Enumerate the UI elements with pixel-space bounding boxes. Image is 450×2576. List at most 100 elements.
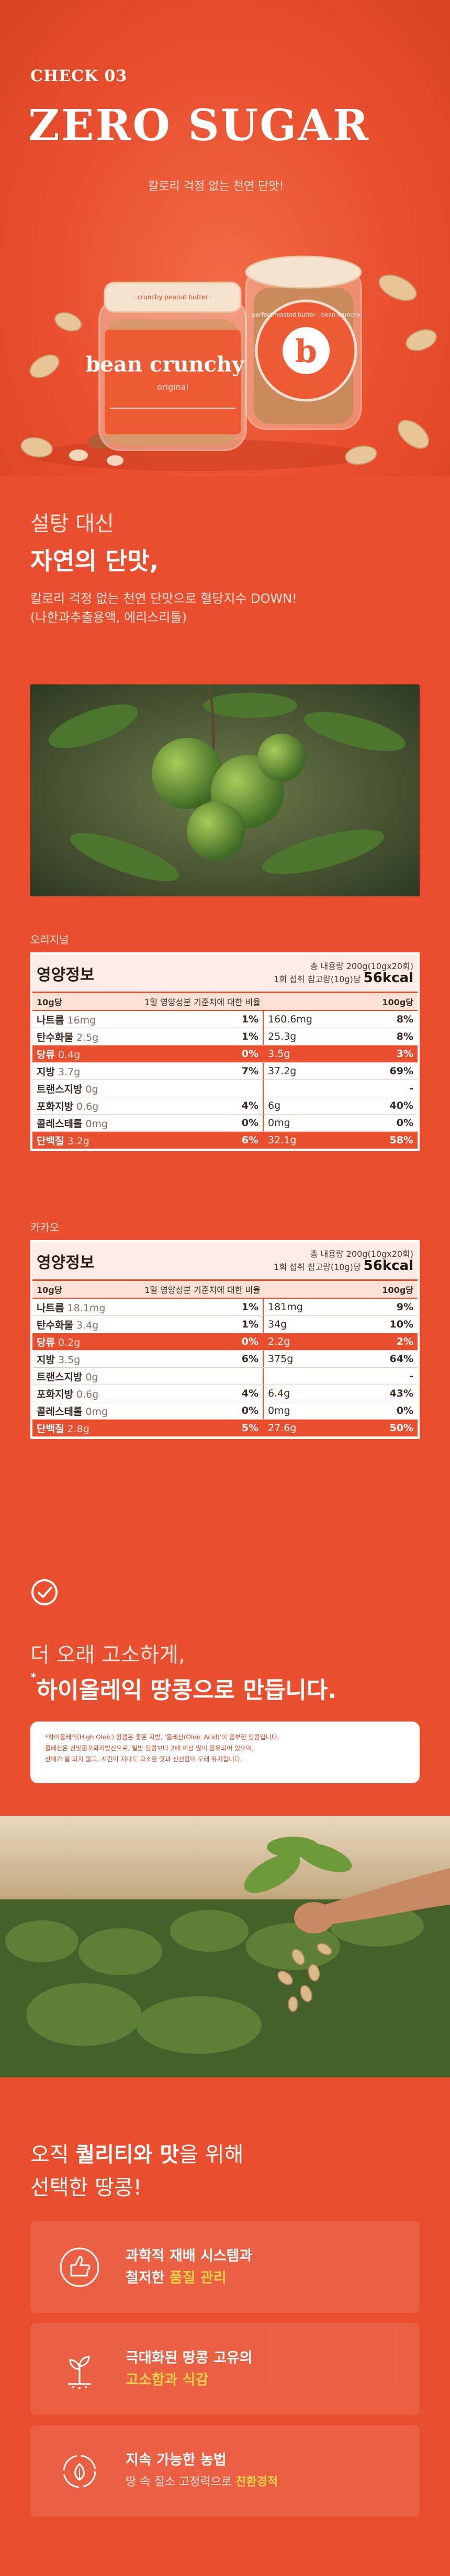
row-right: 2.2g 2% bbox=[264, 1333, 418, 1350]
nutrient-name: 지방 bbox=[37, 1354, 55, 1366]
nutrient-percent-100g: 10% bbox=[389, 1319, 413, 1330]
nutrient-percent: 6% bbox=[241, 1353, 258, 1365]
nutrient-amount-100g: 3.5g bbox=[268, 1048, 290, 1060]
nutrient-name: 당류 bbox=[37, 1049, 55, 1061]
nutrient-cell: 지방 3.5g bbox=[37, 1352, 80, 1366]
row-right: 32.1g 58% bbox=[264, 1132, 418, 1149]
nutrient-cell: 탄수화물 3.4g bbox=[37, 1318, 98, 1332]
nutrition-original-label: 오리지널 bbox=[30, 933, 69, 946]
nutrient-amount: 0.6g bbox=[76, 1100, 99, 1112]
nutrient-percent: 1% bbox=[241, 1014, 258, 1025]
nutrient-percent: 7% bbox=[241, 1065, 258, 1077]
row-left: 지방 3.5g 6% bbox=[32, 1351, 264, 1367]
nutrient-cell: 단백질 2.8g bbox=[37, 1421, 89, 1435]
peanut-harvest-photo bbox=[0, 1816, 450, 2077]
nutrient-name: 당류 bbox=[37, 1336, 55, 1348]
sprout-icon bbox=[68, 2355, 91, 2389]
feature-text-taste: 극대화된 땅콩 고유의 고소함과 식감 bbox=[126, 2347, 252, 2391]
nutrient-percent-100g: - bbox=[409, 1370, 413, 1382]
row-right: 27.6g 50% bbox=[264, 1420, 418, 1436]
nutrient-percent-100g: 43% bbox=[389, 1388, 413, 1399]
row-right: 6.4g 43% bbox=[264, 1385, 418, 1402]
nutrition-row: 트랜스지방 0g - bbox=[32, 1368, 418, 1385]
nutrient-name: 나트륨 bbox=[37, 1014, 64, 1026]
nutrient-amount: 0.6g bbox=[76, 1388, 99, 1400]
feature-card-quality: 과학적 재배 시스템과 철저한 품질 관리 bbox=[30, 2221, 420, 2313]
nutrient-percent-100g: 2% bbox=[396, 1336, 413, 1347]
svg-text:original: original bbox=[157, 382, 188, 392]
nutrition-row: 포화지방 0.6g 4% 6.4g 43% bbox=[32, 1385, 418, 1402]
nutrient-cell: 지방 3.7g bbox=[37, 1064, 80, 1078]
row-right: - bbox=[264, 1080, 418, 1097]
nutrient-percent: 0% bbox=[241, 1048, 258, 1060]
nutrient-amount-100g: 160.6mg bbox=[268, 1014, 312, 1025]
sub-col-10g: 10g당 bbox=[37, 1285, 62, 1295]
nutrient-percent-100g: 58% bbox=[389, 1134, 413, 1146]
check-kicker: CHECK 03 bbox=[30, 67, 128, 85]
nutrient-percent-100g: 64% bbox=[389, 1353, 413, 1365]
nutrient-name: 단백질 bbox=[37, 1135, 64, 1147]
nutrition-title: 영양정보 bbox=[37, 1253, 95, 1272]
nutrient-name: 트랜스지방 bbox=[37, 1083, 83, 1095]
nutrient-name: 포화지방 bbox=[37, 1100, 73, 1112]
row-left: 단백질 3.2g 6% bbox=[32, 1132, 264, 1149]
row-left: 포화지방 0.6g 4% bbox=[32, 1097, 264, 1114]
nutrient-amount: 0g bbox=[85, 1083, 98, 1095]
nutrient-amount-100g: 2.2g bbox=[268, 1336, 290, 1347]
q1-bold: 퀄리티와 맛 bbox=[75, 2143, 179, 2167]
nutrient-amount-100g: 6g bbox=[268, 1100, 281, 1111]
nutrient-name: 단백질 bbox=[37, 1423, 64, 1435]
feature-highlight: 친환경적 bbox=[235, 2475, 278, 2489]
nutrient-amount: 0.4g bbox=[58, 1049, 81, 1061]
nutrient-amount-100g: 25.3g bbox=[268, 1031, 297, 1042]
row-right: 0mg 0% bbox=[264, 1402, 418, 1419]
feature-line2: 고소함과 식감 bbox=[126, 2369, 252, 2391]
nutrient-name: 지방 bbox=[37, 1066, 55, 1078]
nutrient-cell: 단백질 3.2g bbox=[37, 1133, 89, 1148]
feature-card-sustainable: 지속 가능한 농법 땅 속 질소 고정력으로 친환경적 bbox=[30, 2425, 420, 2517]
nutrient-name: 콜레스테롤 bbox=[37, 1118, 83, 1130]
nutrition-subheader: 10g당 1일 영양성분 기준치에 대한 비율 100g당 bbox=[32, 993, 418, 1011]
nutrition-total: 총 내용량 200g(10gx20회) bbox=[310, 961, 413, 971]
nutrient-amount: 0mg bbox=[85, 1118, 108, 1130]
nutrition-row: 당류 0.4g 0% 3.5g 3% bbox=[32, 1045, 418, 1063]
feature-highlight: 고소함과 식감 bbox=[126, 2371, 209, 2388]
nutrition-meta: 총 내용량 200g(10gx20회) 1회 섭취 참고량(10g)당 56kc… bbox=[274, 1248, 413, 1273]
nutrient-percent: 5% bbox=[241, 1422, 258, 1434]
svg-text:perfect roasted butter · bean: perfect roasted butter · bean crunchy bbox=[252, 311, 361, 318]
nutrient-percent-100g: 50% bbox=[389, 1422, 413, 1434]
row-right: - bbox=[264, 1368, 418, 1385]
row-left: 콜레스테롤 0mg 0% bbox=[32, 1402, 264, 1419]
nutrient-percent-100g: 9% bbox=[396, 1301, 413, 1313]
row-left: 탄수화물 2.5g 1% bbox=[32, 1028, 264, 1045]
nutrient-amount: 3.7g bbox=[58, 1066, 81, 1078]
nutrition-meta: 총 내용량 200g(10gx20회) 1회 섭취 참고량(10g)당 56kc… bbox=[274, 961, 413, 985]
row-left: 트랜스지방 0g bbox=[32, 1080, 264, 1097]
jar-front: · crunchy peanut butter · bean crunchy o… bbox=[86, 282, 247, 451]
nutrition-row: 나트륨 18.1mg 1% 181mg 9% bbox=[32, 1299, 418, 1316]
row-right: 0mg 0% bbox=[264, 1115, 418, 1131]
nutrition-row: 포화지방 0.6g 4% 6g 40% bbox=[32, 1097, 418, 1115]
nutrient-cell: 나트륨 16mg bbox=[37, 1013, 96, 1027]
nutrition-row: 지방 3.7g 7% 37.2g 69% bbox=[32, 1063, 418, 1080]
nutrition-row: 콜레스테롤 0mg 0% 0mg 0% bbox=[32, 1115, 418, 1132]
nutrient-name: 포화지방 bbox=[37, 1388, 73, 1400]
nutrition-cacao-label: 카카오 bbox=[30, 1221, 60, 1234]
nutrition-header: 영양정보 총 내용량 200g(10gx20회) 1회 섭취 참고량(10g)당… bbox=[32, 1242, 418, 1281]
nutrient-cell: 트랜스지방 0g bbox=[37, 1082, 98, 1096]
nutrition-row: 탄수화물 2.5g 1% 25.3g 8% bbox=[32, 1028, 418, 1045]
row-left: 포화지방 0.6g 4% bbox=[32, 1385, 264, 1402]
check-circle-icon bbox=[31, 1579, 58, 1605]
feature-highlight: 품질 관리 bbox=[169, 2269, 227, 2286]
feature-line1: 지속 가능한 농법 bbox=[126, 2451, 227, 2468]
jar-back: b perfect roasted butter · bean crunchy bbox=[245, 255, 362, 430]
nutrition-row: 단백질 2.8g 5% 27.6g 50% bbox=[32, 1420, 418, 1437]
nutrient-cell: 트랜스지방 0g bbox=[37, 1369, 98, 1383]
feature-line2-prefix: 철저한 bbox=[126, 2269, 170, 2286]
nutrient-cell: 나트륨 18.1mg bbox=[37, 1300, 105, 1314]
q1-prefix: 오직 bbox=[30, 2143, 76, 2167]
nutrient-amount-100g: 32.1g bbox=[268, 1134, 297, 1146]
q1-suffix: 을 위해 bbox=[179, 2143, 244, 2167]
hero-title: ZERO SUGAR bbox=[28, 100, 370, 151]
